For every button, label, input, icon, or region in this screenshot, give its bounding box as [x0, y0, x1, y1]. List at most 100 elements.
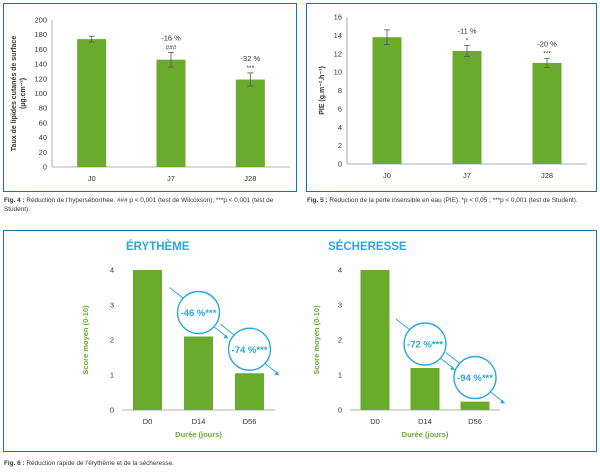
secheresse-y-axis-title: Score moyen (0-10): [312, 305, 321, 375]
fig4-significance-label: ###: [166, 44, 177, 51]
erytheme-bar: [184, 336, 213, 410]
erytheme-bar: [133, 270, 162, 410]
secheresse-arrow-line: [489, 391, 504, 402]
fig5-y-tick-label: 8: [338, 86, 342, 95]
fig4-y-tick-label: 160: [34, 45, 47, 54]
secheresse-x-tick-label: D14: [418, 417, 432, 426]
erytheme-y-tick-label: 3: [110, 301, 114, 310]
secheresse-y-tick-label: 4: [338, 266, 342, 275]
fig5-chart: 0 2 4 6 8 10 12 14 16 J0 J7 J28 -11 % * -20 % *** PIE (g…: [319, 13, 587, 180]
erytheme-x-tick-label: D0: [143, 417, 153, 426]
secheresse-y-tick-label: 2: [338, 336, 342, 345]
fig4-y-axis-title: (µg.cm⁻²): [20, 78, 27, 109]
fig4-y-tick-label: 20: [39, 148, 47, 157]
fig5-y-tick-label: 16: [334, 13, 342, 22]
fig4-caption: Fig. 4 : Réduction de l’hyperséborrhée. …: [4, 196, 296, 214]
erytheme-percent-label: -46 %***: [181, 308, 217, 319]
secheresse-y-tick-label: 1: [338, 371, 342, 380]
fig4-bar: [77, 39, 107, 167]
fig5-caption-label: Fig. 5 :: [307, 197, 328, 204]
fig5-bar: [372, 37, 402, 164]
erytheme-title: ÉRYTHÈME: [126, 240, 190, 253]
secheresse-percent-bubble: [403, 322, 447, 366]
secheresse-arrow-head: [500, 399, 505, 404]
secheresse-percent-label: -72 %***: [407, 340, 443, 351]
fig5-significance-label: *: [466, 37, 469, 44]
erytheme-y-tick-label: 2: [110, 336, 114, 345]
fig4-significance-label: ***: [247, 65, 255, 72]
fig4-significance-label: -32 %: [241, 54, 261, 63]
fig4-caption-label: Fig. 4 :: [4, 197, 25, 204]
erytheme-y-tick-label: 1: [110, 371, 114, 380]
erytheme-percent-label: -74 %***: [232, 345, 268, 356]
secheresse-y-tick-label: 3: [338, 301, 342, 310]
fig5-y-tick-label: 12: [334, 49, 342, 58]
erytheme-arrow-line: [213, 326, 227, 337]
fig6-caption-label: Fig. 6 :: [4, 460, 25, 467]
fig5-y-tick-label: 4: [338, 123, 342, 132]
fig5-y-tick-label: 2: [338, 141, 342, 150]
secheresse-arrow-line: [439, 357, 454, 369]
secheresse-bar: [360, 270, 390, 410]
erytheme-percent-bubble: [227, 327, 272, 371]
fig5-y-tick-label: 0: [338, 160, 342, 169]
fig6-chart: ÉRYTHÈME 0 1 2 3 4 D0 D14 D56 Durée (jours) Score …: [81, 240, 505, 439]
fig6-caption: Fig. 6 : Réduction rapide de l’érythème …: [4, 459, 594, 468]
secheresse-x-axis-title: Durée (jours): [402, 430, 449, 439]
fig5-x-tick-label: J28: [541, 171, 553, 180]
erytheme-arrow-line: [264, 362, 278, 374]
erytheme-y-axis-title: Score moyen (0-10): [81, 305, 90, 375]
fig4-bar: [156, 59, 186, 167]
fig4-y-tick-label: 140: [34, 60, 47, 69]
fig6-panel: ÉRYTHÈME 0 1 2 3 4 D0 D14 D56 Durée (jours) Score …: [3, 230, 597, 452]
fig4-bar: [235, 79, 265, 167]
erytheme-x-tick-label: D14: [192, 417, 206, 426]
erytheme-x-axis-title: Durée (jours): [175, 430, 222, 439]
erytheme-y-tick-label: 0: [110, 406, 114, 415]
fig4-chart: 0 20 40 60 80 100 120 140 160 180 200 J0 J7 J28 -16 % #…: [11, 16, 290, 183]
fig5-y-tick-label: 10: [334, 68, 342, 77]
erytheme-arrow-head: [223, 334, 229, 339]
secheresse-arrow-head: [450, 366, 455, 370]
fig5-caption: Fig. 5 : Réduction de la perte insensibl…: [307, 196, 597, 205]
fig5-y-tick-label: 14: [334, 31, 342, 40]
secheresse-arrow-line: [395, 318, 411, 331]
secheresse-x-tick-label: D0: [370, 417, 380, 426]
fig5-y-tick-label: 6: [338, 104, 342, 113]
fig4-y-axis-title: Taux de lipides cutanés de surface: [11, 36, 18, 152]
secheresse-bar: [460, 401, 490, 410]
erytheme-x-tick-label: D56: [243, 417, 257, 426]
fig5-caption-text: Réduction de la perte insensible en eau …: [329, 197, 578, 204]
fig4-x-tick-label: J28: [244, 174, 256, 183]
fig5-significance-label: -11 %: [457, 26, 476, 35]
fig5-x-tick-label: J7: [463, 171, 471, 180]
erytheme-bar: [235, 373, 264, 410]
secheresse-bar: [410, 368, 440, 410]
fig5-significance-label: -20 %: [537, 39, 557, 48]
fig4-panel: 0 20 40 60 80 100 120 140 160 180 200 J0 J7 J28 -16 % #…: [3, 3, 297, 192]
fig4-x-tick-label: J7: [167, 174, 175, 183]
fig4-y-tick-label: 100: [34, 89, 47, 98]
fig4-significance-label: -16 %: [161, 33, 181, 42]
secheresse-arrow-line: [445, 352, 461, 364]
secheresse-percent-bubble: [453, 355, 497, 400]
fig4-x-tick-label: J0: [88, 174, 96, 183]
fig6-caption-text: Réduction rapide de l’érythème et de la …: [26, 460, 174, 467]
fig4-y-tick-label: 80: [39, 104, 47, 113]
erytheme-arrow-line: [169, 287, 184, 299]
fig5-bar: [532, 62, 562, 164]
secheresse-y-tick-label: 0: [338, 406, 342, 415]
erytheme-arrow-line: [220, 323, 235, 336]
fig5-x-tick-label: J0: [383, 171, 391, 180]
fig5-panel: 0 2 4 6 8 10 12 14 16 J0 J7 J28 -11 % * -20 % *** PIE (g…: [306, 3, 597, 192]
fig4-y-tick-label: 200: [34, 16, 47, 25]
fig4-y-tick-label: 180: [34, 30, 47, 39]
fig4-y-tick-label: 40: [39, 133, 47, 142]
fig4-y-tick-label: 120: [34, 74, 47, 83]
secheresse-percent-label: -94 %***: [457, 373, 493, 384]
secheresse-title: SÉCHERESSE: [328, 240, 407, 253]
fig5-significance-label: ***: [543, 50, 551, 57]
erytheme-y-tick-label: 4: [110, 266, 114, 275]
erytheme-percent-bubble: [176, 290, 221, 335]
fig4-y-tick-label: 60: [39, 118, 47, 127]
